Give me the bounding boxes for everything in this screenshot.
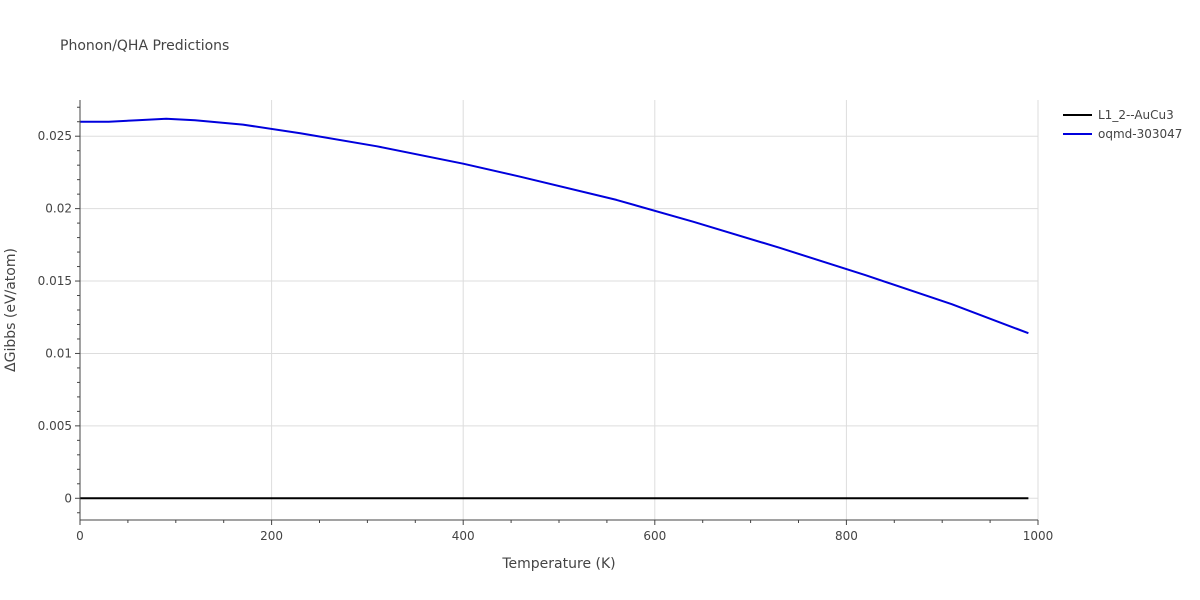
y-tick-label: 0.025: [38, 129, 72, 143]
x-tick-label: 800: [835, 529, 858, 543]
x-tick-label: 0: [76, 529, 84, 543]
y-tick-label: 0.01: [45, 346, 72, 360]
x-tick-label: 1000: [1023, 529, 1054, 543]
series-layer: [80, 117, 1029, 500]
x-axis-title: Temperature (K): [501, 556, 615, 572]
y-tick-label: 0.02: [45, 202, 72, 216]
y-tick-label: 0.015: [38, 274, 72, 288]
y-tick-label: 0: [64, 491, 72, 505]
chart-title: Phonon/QHA Predictions: [60, 38, 229, 54]
axes: [75, 100, 1039, 525]
x-tick-label: 200: [260, 529, 283, 543]
x-tick-label: 400: [452, 529, 475, 543]
legend[interactable]: L1_2--AuCu3 oqmd-303047: [1063, 108, 1182, 141]
legend-label[interactable]: L1_2--AuCu3: [1098, 108, 1174, 122]
y-tick-label: 0.005: [38, 419, 72, 433]
tick-labels: 0 200 400 600 800 1000 0 0.005 0.01 0.015 0.02 0.02…: [38, 129, 1054, 543]
series-line-oqmd-303047: [80, 117, 1029, 335]
y-axis-title: ΔGibbs (eV/atom): [3, 248, 19, 372]
grid: [80, 100, 1039, 520]
x-tick-label: 600: [643, 529, 666, 543]
legend-label[interactable]: oqmd-303047: [1098, 127, 1182, 141]
